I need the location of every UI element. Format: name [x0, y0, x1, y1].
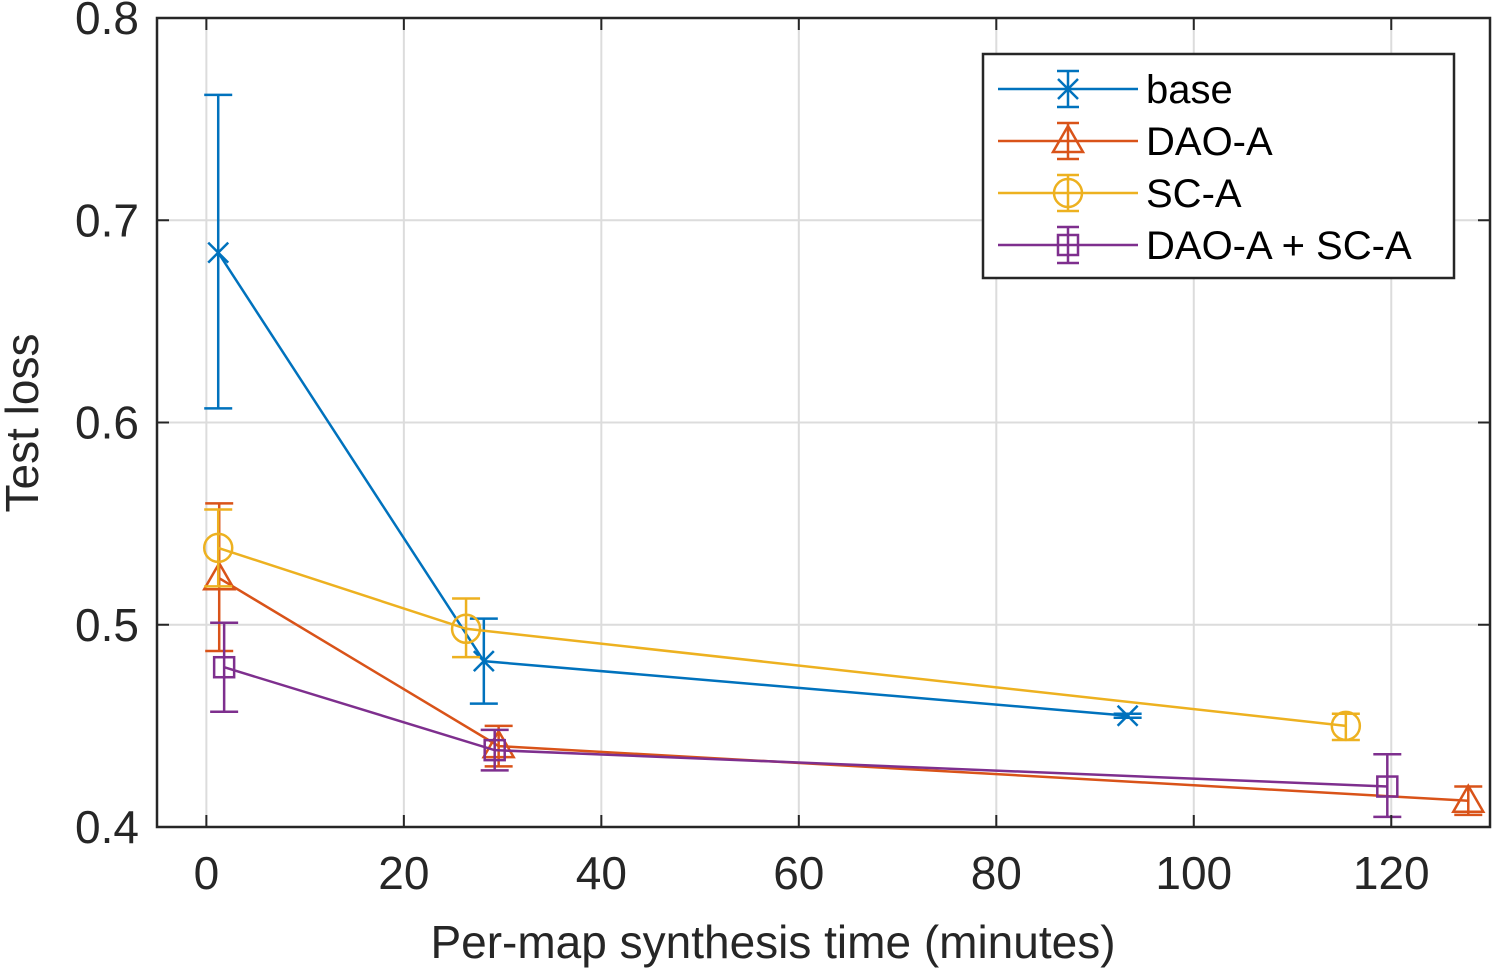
- x-tick-label: 120: [1353, 847, 1430, 899]
- error-bar: [1373, 752, 1402, 819]
- x-marker-stroke: [472, 650, 495, 673]
- square-marker: [212, 655, 236, 679]
- x-tick-label: 40: [576, 847, 627, 899]
- legend: base DAO-A SC-A DAO-A + SC-A: [981, 52, 1456, 280]
- legend-entry: DAO-A + SC-A: [998, 224, 1412, 268]
- legend-label: base: [1146, 68, 1233, 112]
- axis-ticks: 0 20 40 60 80 100 120 0.4 0.5 0.6 0.7 0.8: [75, 0, 1490, 899]
- x-marker: [207, 241, 230, 264]
- y-tick-label: 0.7: [75, 194, 139, 246]
- x-tick-label: 80: [971, 847, 1022, 899]
- square-marker: [1376, 775, 1399, 798]
- series-2: [202, 508, 1362, 742]
- square-marker: [483, 738, 506, 762]
- y-tick-label: 0.8: [75, 0, 139, 44]
- circle-marker: [202, 532, 234, 564]
- series-0: [204, 93, 1142, 727]
- x-marker-stroke: [1057, 78, 1079, 100]
- legend-label: SC-A: [1146, 172, 1242, 216]
- y-tick-label: 0.4: [75, 801, 139, 853]
- x-tick-label: 0: [194, 847, 220, 899]
- x-marker-stroke: [207, 241, 230, 264]
- square-marker: [1056, 233, 1080, 257]
- triangle-marker: [1451, 783, 1486, 813]
- triangle-marker: [481, 728, 516, 759]
- circle-marker: [450, 613, 482, 645]
- error-bar: [480, 728, 509, 772]
- error-bar: [452, 597, 481, 659]
- legend-entry: DAO-A: [998, 120, 1273, 164]
- x-tick-label: 20: [378, 847, 429, 899]
- circle-marker: [1052, 177, 1084, 209]
- x-marker: [1057, 78, 1079, 100]
- legend-entry: base: [998, 68, 1233, 112]
- legend-label: DAO-A: [1146, 120, 1273, 164]
- y-tick-label: 0.5: [75, 599, 139, 651]
- legend-box: [981, 52, 1456, 280]
- x-marker: [472, 650, 495, 673]
- series-3: [210, 621, 1402, 819]
- legend-entry: SC-A: [998, 172, 1242, 216]
- y-axis-title: Test loss: [0, 334, 48, 513]
- x-marker: [1116, 704, 1139, 727]
- error-bar: [204, 508, 233, 588]
- legend-label: DAO-A + SC-A: [1146, 224, 1412, 268]
- circle-marker: [1330, 710, 1362, 742]
- x-tick-label: 60: [773, 847, 824, 899]
- x-marker-stroke: [1116, 704, 1139, 727]
- error-bar: [210, 621, 239, 713]
- triangle-marker: [1050, 123, 1086, 154]
- y-tick-label: 0.6: [75, 397, 139, 449]
- series-group: [202, 93, 1486, 819]
- triangle-marker: [202, 560, 237, 591]
- x-tick-label: 100: [1155, 847, 1232, 899]
- x-axis-title: Per-map synthesis time (minutes): [430, 916, 1115, 968]
